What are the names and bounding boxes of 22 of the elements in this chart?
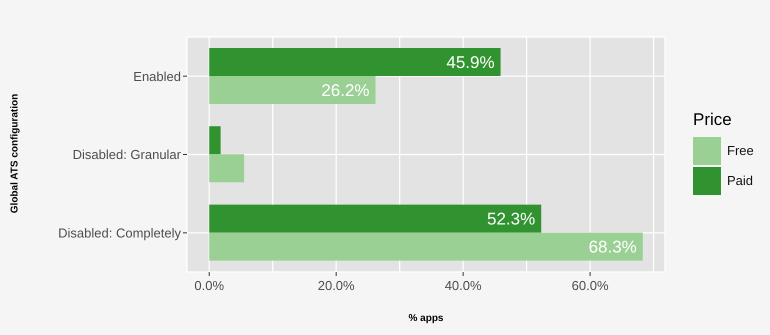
- y-tick-label: Disabled: Completely: [58, 225, 182, 240]
- bar: [209, 76, 376, 104]
- legend-title: Price: [693, 110, 733, 130]
- y-tick-label: Disabled: Granular: [72, 147, 182, 162]
- data-label: 52.3%: [487, 210, 536, 229]
- x-tick-label: 40.0%: [444, 278, 482, 293]
- y-axis-title: Global ATS configuration: [10, 92, 20, 216]
- bar: [209, 48, 501, 76]
- bar: [209, 126, 221, 154]
- x-axis-title: % apps: [407, 313, 444, 324]
- x-tick-label: 0.0%: [194, 278, 224, 293]
- data-label: 68.3%: [588, 238, 637, 257]
- y-tick-label: Enabled: [133, 68, 181, 84]
- bar: [209, 154, 244, 182]
- data-label: 26.2%: [321, 80, 370, 100]
- bar: [209, 232, 643, 261]
- x-tick-label: 20.0%: [318, 278, 356, 293]
- bar: [209, 204, 542, 233]
- legend-label: Free: [727, 143, 754, 158]
- x-tick-label: 60.0%: [572, 278, 609, 293]
- legend-label: Paid: [727, 173, 754, 188]
- data-label: 45.9%: [446, 52, 495, 72]
